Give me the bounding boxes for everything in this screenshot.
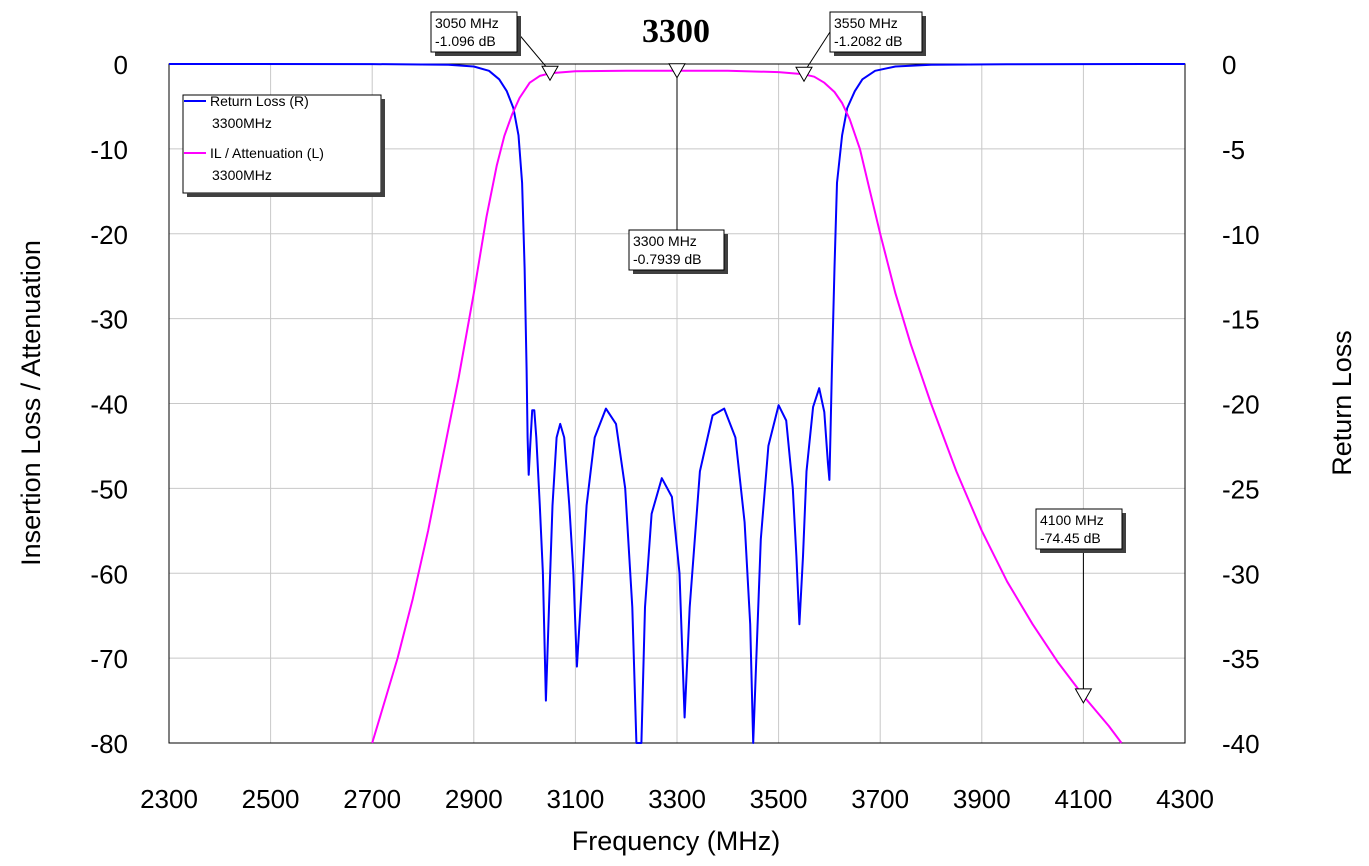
y-right-tick-label: -5: [1222, 135, 1245, 165]
y-left-tick-label: -40: [90, 390, 128, 420]
y-left-tick-label: -30: [90, 305, 128, 335]
legend-label-return-loss: Return Loss (R): [210, 93, 309, 109]
legend-shadow-bottom: [187, 193, 385, 197]
marker-frequency-label: 3050 MHz: [435, 15, 499, 31]
marker-value-label: -1.2082 dB: [834, 33, 903, 49]
legend-shadow-right: [381, 99, 385, 197]
y-right-tick-label: -25: [1222, 474, 1260, 504]
y-left-tick-label: -80: [90, 729, 128, 759]
marker-layer: 3050 MHz -1.096 dB 3300 MHz -0.7939 dB 3550 …: [430, 11, 1126, 704]
marker-frequency-label: 3300 MHz: [633, 233, 697, 249]
marker-triangle: [668, 63, 686, 79]
y-right-tick-label: -30: [1222, 559, 1260, 589]
marker-value-label: -1.096 dB: [435, 33, 496, 49]
x-tick-label: 4300: [1156, 784, 1214, 814]
marker: 3300 MHz -0.7939 dB: [628, 63, 728, 274]
marker-value-label: -0.7939 dB: [633, 251, 702, 267]
marker-label-box: [430, 11, 518, 53]
x-tick-label: 2900: [445, 784, 503, 814]
x-tick-label: 2500: [242, 784, 300, 814]
marker-triangle: [1074, 688, 1093, 704]
x-axis-title: Frequency (MHz): [572, 826, 781, 856]
marker-frequency-label: 4100 MHz: [1040, 512, 1104, 528]
y-right-tick-label: -10: [1222, 220, 1260, 250]
series-layer: [168, 63, 1186, 744]
marker-value-label: -74.45 dB: [1040, 530, 1101, 546]
y-left-tick-label: -70: [90, 644, 128, 674]
legend-label-il: IL / Attenuation (L): [210, 145, 324, 161]
y-right-tick-label: -20: [1222, 390, 1260, 420]
chart-title: 3300: [642, 13, 710, 50]
marker-label-box: [829, 11, 923, 53]
grid: [169, 64, 1185, 743]
y-left-tick-label: -10: [90, 135, 128, 165]
marker-label-box: [1035, 508, 1123, 550]
x-tick-label: 3500: [750, 784, 808, 814]
legend-sublabel-return-loss: 3300MHz: [212, 115, 272, 131]
y-right-tick-label: -35: [1222, 644, 1260, 674]
y-right-axis-title: Return Loss: [1327, 330, 1357, 476]
x-tick-label: 2300: [140, 784, 198, 814]
y-left-tick-label: -50: [90, 474, 128, 504]
legend-sublabel-il: 3300MHz: [212, 167, 272, 183]
marker-leader-line: [516, 31, 551, 72]
marker-triangle: [795, 66, 813, 83]
y-right-tick-label: -40: [1222, 729, 1260, 759]
x-tick-label: 3300: [648, 784, 706, 814]
y-left-tick-label: -60: [90, 559, 128, 589]
marker-frequency-label: 3550 MHz: [834, 15, 898, 31]
x-tick-label: 2700: [343, 784, 401, 814]
y-right-tick-labels: 0 -5 -10 -15 -20 -25 -30 -35 -40: [1222, 50, 1260, 759]
y-left-axis-title: Insertion Loss / Attenuation: [16, 240, 46, 566]
series-line-il-attenuation: [371, 69, 1123, 744]
y-left-tick-label: -20: [90, 220, 128, 250]
marker-leader-line: [803, 31, 831, 73]
marker: 3550 MHz -1.2082 dB: [795, 11, 926, 83]
x-tick-label: 3700: [851, 784, 909, 814]
x-tick-labels: 2300 2500 2700 2900 3100 3300 3500 3700 3900 4100…: [140, 784, 1214, 814]
series-line-return-loss: [168, 63, 1186, 744]
y-left-tick-label: 0: [114, 50, 128, 80]
x-tick-label: 3100: [546, 784, 604, 814]
marker: 3050 MHz -1.096 dB: [430, 11, 559, 82]
marker: 4100 MHz -74.45 dB: [1035, 508, 1126, 704]
marker-label-box: [628, 229, 725, 271]
legend: Return Loss (R) 3300MHz IL / Attenuation…: [182, 93, 385, 197]
x-tick-label: 4100: [1054, 784, 1112, 814]
y-right-tick-label: -15: [1222, 305, 1260, 335]
legend-box: [182, 94, 382, 194]
marker-triangle: [541, 65, 559, 82]
y-left-tick-labels: 0 -10 -20 -30 -40 -50 -60 -70 -80: [90, 50, 128, 759]
y-right-tick-label: 0: [1222, 50, 1236, 80]
x-tick-label: 3900: [953, 784, 1011, 814]
